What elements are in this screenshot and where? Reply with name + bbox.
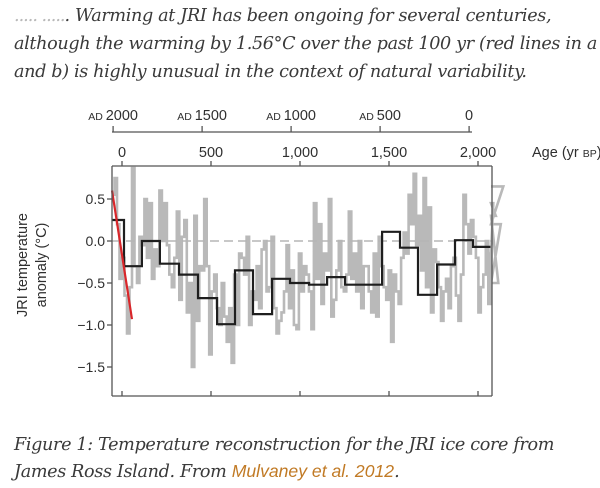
x-tick-label: 500 <box>199 145 223 161</box>
red-trend-line <box>110 190 134 320</box>
annual-series <box>112 166 506 369</box>
caption-text: Figure 1: Temperature reconstruction for… <box>14 435 555 482</box>
y-tick-label: 0.0 <box>86 233 106 249</box>
x-tick-label: 1,500 <box>371 145 407 161</box>
centennial-step-series <box>112 218 491 326</box>
y-tick-label: −1.5 <box>77 359 105 375</box>
ad-prefix: AD <box>177 111 195 123</box>
ad-value: 1500 <box>195 108 227 124</box>
y-tick-label: −1.0 <box>77 317 105 333</box>
ad-value: 500 <box>377 108 401 124</box>
axis-labels: JRI temperature anomaly (°C) Age (yr BP) <box>15 145 600 317</box>
annual-series-line <box>112 166 506 369</box>
y-tick-label: −0.5 <box>77 275 105 291</box>
y-axis-label-line2: anomaly (°C) <box>34 223 50 308</box>
ad-prefix: AD <box>88 111 106 123</box>
x-axis-label: Age (yr BP) <box>532 145 600 161</box>
centennial-step-line <box>112 218 491 326</box>
figure-caption: Figure 1: Temperature reconstruction for… <box>14 432 600 485</box>
citation-link[interactable]: Mulvaney et al. 2012 <box>231 461 395 481</box>
obscured-text: ..... ..... <box>14 6 66 26</box>
ad-tick-label: AD 1500 <box>177 108 227 124</box>
x-tick-label: 2,000 <box>460 145 496 161</box>
paragraph-text: . Warming at JRI has been ongoing for se… <box>14 6 597 82</box>
ad-tick-label: 0 <box>465 108 473 124</box>
ad-tick-label: AD 500 <box>359 108 401 124</box>
trend-line-series <box>110 190 134 320</box>
ad-value: 1000 <box>284 108 316 124</box>
ad-tick-label: AD 1000 <box>266 108 316 124</box>
caption-suffix: . <box>394 462 400 482</box>
x-tick-label: 0 <box>118 145 126 161</box>
intro-paragraph: ..... ...... Warming at JRI has been ong… <box>14 2 600 86</box>
ad-prefix: AD <box>359 111 377 123</box>
x-tick-label: 1,000 <box>282 145 318 161</box>
axes: 0.5 0.0 −0.5 −1.0 −1.5 0 500 1,000 1,500 2,000 AD … <box>77 108 496 397</box>
ad-value: 2000 <box>106 108 138 124</box>
ad-tick-label: AD 2000 <box>88 108 138 124</box>
y-tick-label: 0.5 <box>86 191 106 207</box>
y-axis-label-line1: JRI temperature <box>15 213 31 317</box>
ad-value: 0 <box>465 108 473 124</box>
ad-prefix: AD <box>266 111 284 123</box>
